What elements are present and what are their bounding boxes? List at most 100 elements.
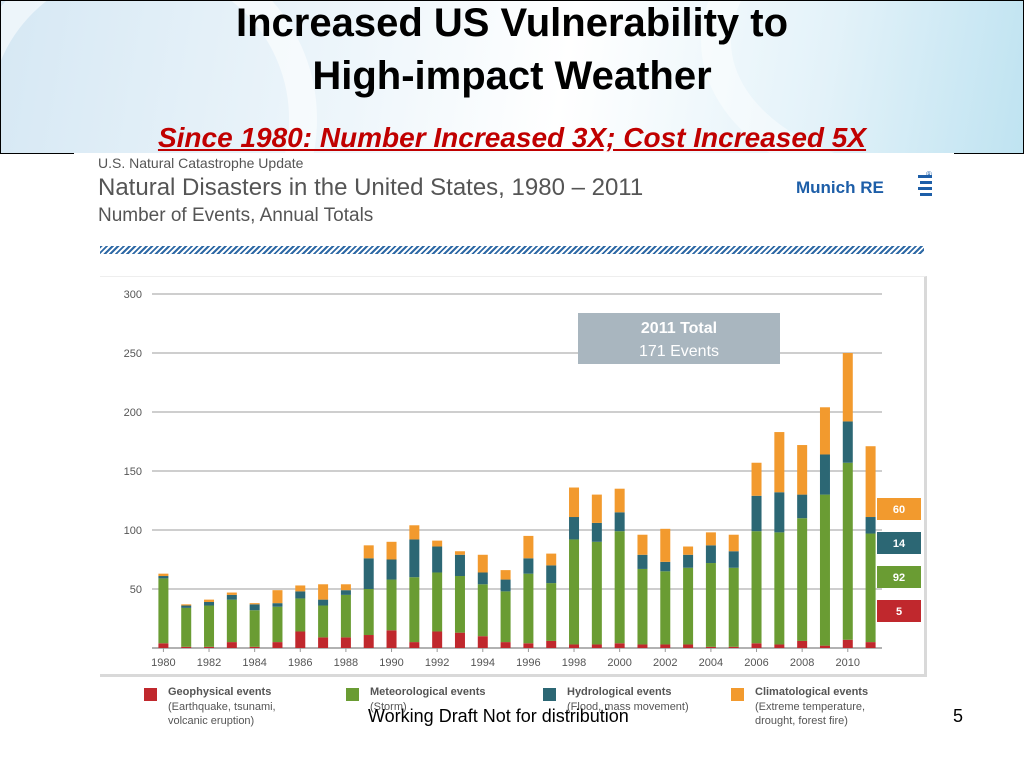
x-tick-label: 2000 [607,657,631,669]
y-tick-label: 250 [124,348,142,360]
bar-segment [318,584,329,600]
callout-2011-total: 2011 Total 171 Events [578,313,780,364]
x-tick-label: 1980 [151,657,175,669]
munich-re-logo-icon [918,175,932,196]
slide-title-line2: High-impact Weather [312,54,712,98]
bar-segment [249,646,260,648]
x-tick-label: 2006 [744,657,768,669]
bar-segment [705,532,716,546]
bar-segment [591,494,602,523]
bar-segment [797,445,808,495]
bar-segment [660,644,671,648]
bar-segment [272,606,283,643]
bar-segment [683,644,694,648]
bar-segment [409,539,420,578]
bar-segment [683,546,694,555]
legend-description: (Earthquake, tsunami, volcanic eruption) [168,701,276,727]
y-tick-label: 300 [124,289,142,301]
footer-text: Working Draft Not for distribution [368,706,629,726]
bar-segment [774,644,785,648]
bar-segment [454,554,465,577]
last-bar-label: 14 [893,538,906,550]
bar-segment [363,635,374,648]
bar-segment [181,646,192,648]
bar-segment [614,512,625,532]
bar-segment [295,631,306,648]
callout-box [578,313,780,364]
bar-segment [363,558,374,589]
bar-segment [363,545,374,559]
figure-supertitle: U.S. Natural Catastrophe Update [98,155,304,171]
y-tick-label: 150 [124,466,142,478]
bar-segment [546,553,557,566]
bar-segment [340,594,351,638]
bar-segment [591,644,602,648]
last-bar-label-box [877,600,921,622]
bar-segment [318,599,329,606]
x-tick-label: 1988 [334,657,358,669]
decorative-divider [100,246,924,254]
legend-swatch [543,688,556,701]
x-tick-label: 1996 [516,657,540,669]
bar-segment [546,640,557,648]
bar-segment [637,568,648,645]
last-bar-label: 5 [896,606,902,618]
chart-title: Natural Disasters in the United States, … [98,174,644,201]
bar-segment [454,632,465,648]
legend-description: (Extreme temperature, drought, forest fi… [755,701,866,727]
legend-swatch [731,688,744,701]
bar-segment [477,572,488,585]
bar-segment [797,640,808,648]
bar-segment [226,594,237,600]
callout-value: 171 Events [639,343,719,360]
bar-segment [728,646,739,648]
bar-segment [409,642,420,648]
bar-segment [432,572,443,632]
bar-segment [683,554,694,568]
bar-segment [432,546,443,573]
bar-segment [819,454,830,495]
legend-title: Hydrological events [567,686,672,698]
bar-segment [614,531,625,644]
callout-title: 2011 Total [641,320,717,337]
slide-title-line1: Increased US Vulnerability to [235,1,788,45]
last-bar-labels: 60 14 92 5 [877,498,921,622]
bar-segment [591,541,602,645]
bar-segment [819,494,830,646]
bar-segment [523,643,534,648]
bar-segment [705,545,716,564]
bar-segment [683,567,694,645]
bar-segment [797,518,808,641]
y-tick-labels: 50 100 150 200 250 300 [124,289,142,596]
registered-mark: ® [926,170,932,179]
last-bar-label-box [877,498,921,520]
slide-header [0,0,1024,154]
bar-segment [774,532,785,645]
y-tick-label: 50 [130,584,142,596]
x-tick-label: 2010 [836,657,860,669]
bar-segment [523,573,534,644]
bar-segment [226,592,237,595]
bar-segment [386,541,397,560]
bar-segment [751,643,762,648]
bar-segment [158,573,169,577]
bar-segment [409,525,420,540]
bar-segment [569,644,580,648]
bar-segment [363,589,374,636]
chart-subtitle: Number of Events, Annual Totals [98,205,374,226]
bar-segment [204,646,215,648]
bar-segment [454,576,465,633]
bar-segment [272,590,283,604]
page-number: 5 [953,706,964,726]
x-tick-label: 1984 [242,657,266,669]
legend-description: (Storm) [370,701,407,713]
legend-title: Climatological events [755,686,869,698]
bar-segment [295,598,306,632]
last-bar-label: 92 [893,572,905,584]
bar-segment [409,577,420,643]
bar-segment [865,517,876,534]
bar-segment [340,584,351,591]
bar-segment [751,531,762,644]
bar-segment [569,539,580,645]
x-tick-label: 1992 [425,657,449,669]
